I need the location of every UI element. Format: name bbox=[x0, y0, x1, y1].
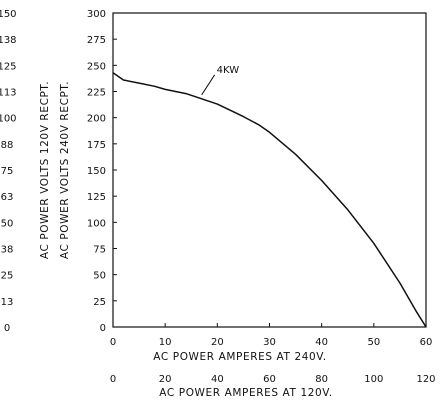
x-axis-120v-tick-labels: 0 20 40 60 80 100 120 bbox=[110, 374, 436, 385]
y-tick-label-240v: 175 bbox=[87, 140, 106, 151]
x-axis-240v-tick-labels: 0 10 20 30 40 50 60 bbox=[110, 337, 433, 348]
x-tick-label-240v: 60 bbox=[420, 337, 433, 348]
y-tick-label-240v: 25 bbox=[93, 297, 106, 308]
y-tick-label-120v: 63 bbox=[1, 192, 14, 203]
y-tick-label-120v: 113 bbox=[0, 88, 17, 99]
x-tick-label-120v: 0 bbox=[110, 374, 116, 385]
y-axis-240v-tick-labels: 0 25 50 75 100 125 150 175 200 225 250 275 300 bbox=[87, 9, 106, 334]
y-tick-label-240v: 300 bbox=[87, 9, 106, 20]
plot-frame bbox=[112, 12, 427, 328]
x-tick-label-240v: 10 bbox=[159, 337, 172, 348]
y-tick-label-240v: 150 bbox=[87, 166, 106, 177]
y-tick-label-120v: 50 bbox=[1, 218, 14, 229]
y-tick-label-240v: 100 bbox=[87, 218, 106, 229]
y-tick-label-120v: 138 bbox=[0, 35, 17, 46]
axis-tick-marks bbox=[112, 12, 427, 328]
y-tick-label-120v: 150 bbox=[0, 9, 17, 20]
y-tick-label-240v: 0 bbox=[100, 323, 106, 334]
x-tick-label-240v: 0 bbox=[110, 337, 116, 348]
series-line-4kw bbox=[112, 72, 427, 328]
x-axis-120v-label: AC POWER AMPERES AT 120V. bbox=[159, 387, 332, 399]
annotation-4kw: 4KW bbox=[217, 65, 240, 76]
y-tick-label-240v: 50 bbox=[93, 271, 106, 282]
x-tick-label-240v: 30 bbox=[263, 337, 276, 348]
annotation-leader-line bbox=[201, 74, 216, 96]
y-axis-120v-tick-labels: 0 13 25 38 50 63 75 88 100 113 125 138 150 bbox=[0, 9, 17, 334]
y-tick-label-240v: 250 bbox=[87, 61, 106, 72]
x-tick-label-240v: 20 bbox=[211, 337, 224, 348]
y-tick-label-240v: 200 bbox=[87, 114, 106, 125]
y-tick-label-120v: 125 bbox=[0, 61, 17, 72]
y-axis-120v-label: AC POWER VOLTS 120V RECPT. bbox=[39, 81, 51, 259]
x-tick-label-120v: 100 bbox=[364, 374, 383, 385]
x-tick-label-120v: 60 bbox=[263, 374, 276, 385]
x-tick-label-240v: 40 bbox=[315, 337, 328, 348]
y-tick-label-240v: 225 bbox=[87, 88, 106, 99]
y-tick-label-240v: 275 bbox=[87, 35, 106, 46]
y-tick-label-120v: 38 bbox=[1, 245, 14, 256]
x-tick-label-120v: 120 bbox=[416, 374, 435, 385]
x-tick-label-120v: 20 bbox=[159, 374, 172, 385]
x-tick-label-240v: 50 bbox=[367, 337, 380, 348]
y-tick-label-120v: 75 bbox=[1, 166, 14, 177]
y-tick-label-240v: 75 bbox=[93, 245, 106, 256]
x-axis-240v-label: AC POWER AMPERES AT 240V. bbox=[153, 351, 326, 363]
x-tick-label-120v: 40 bbox=[211, 374, 224, 385]
y-tick-label-120v: 13 bbox=[1, 297, 14, 308]
y-tick-label-120v: 88 bbox=[1, 140, 14, 151]
x-tick-label-120v: 80 bbox=[315, 374, 328, 385]
y-tick-label-120v: 25 bbox=[1, 271, 14, 282]
y-tick-label-120v: 100 bbox=[0, 114, 17, 125]
y-tick-label-120v: 0 bbox=[4, 323, 10, 334]
y-axis-240v-label: AC POWER VOLTS 240V RECPT. bbox=[59, 81, 71, 259]
y-tick-label-240v: 125 bbox=[87, 192, 106, 203]
